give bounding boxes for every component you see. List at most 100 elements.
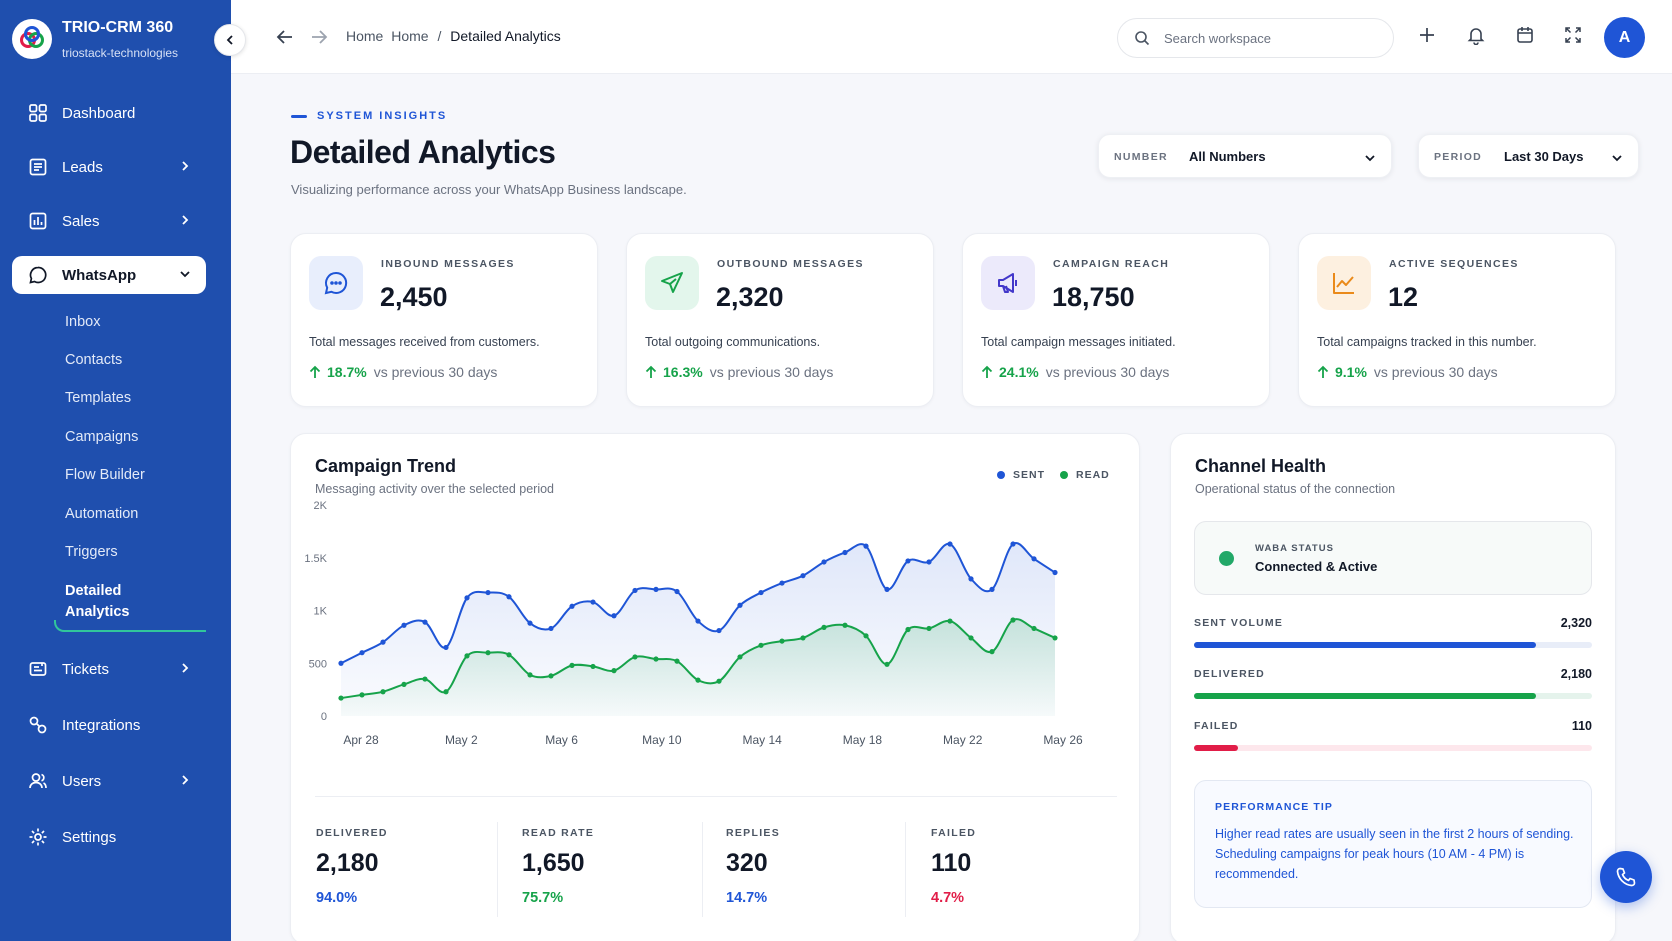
chart-subtitle: Messaging activity over the selected per… xyxy=(315,482,555,496)
sidebar-subitem-campaigns[interactable]: Campaigns xyxy=(65,429,139,445)
data-point-sent xyxy=(569,603,575,609)
data-point-read xyxy=(989,649,995,655)
sidebar-item-whatsapp[interactable]: WhatsApp xyxy=(12,256,206,294)
top-bar xyxy=(231,0,1672,74)
brand[interactable]: TRIO-CRM 360 triostack-technologies xyxy=(12,18,178,60)
chevron-right-icon xyxy=(182,663,189,673)
data-point-sent xyxy=(884,586,890,592)
y-tick-label: 2K xyxy=(314,500,328,512)
stat-card-inbound: INBOUND MESSAGES 2,450 Total messages re… xyxy=(290,233,598,407)
y-tick-label: 500 xyxy=(309,658,327,670)
fullscreen-icon[interactable] xyxy=(1563,25,1583,45)
data-point-read xyxy=(695,677,701,683)
sidebar-item-label: Settings xyxy=(62,828,117,846)
legend-read[interactable]: READ xyxy=(1060,469,1110,481)
data-point-sent xyxy=(359,650,365,656)
data-point-sent xyxy=(653,586,659,592)
stat-value: 12 xyxy=(1388,282,1419,312)
stat-trend: 24.1% vs previous 30 days xyxy=(981,364,1169,380)
kpi-percent: 75.7% xyxy=(522,890,564,906)
sidebar-item-sales[interactable]: Sales xyxy=(12,202,206,240)
data-point-read xyxy=(1052,635,1058,641)
tip-body: Higher read rates are usually seen in th… xyxy=(1215,827,1574,881)
series-area-read xyxy=(341,619,1055,716)
forward-arrow-icon[interactable] xyxy=(310,29,328,45)
sidebar-subitem-triggers[interactable]: Triggers xyxy=(65,544,118,560)
kpi-divider xyxy=(702,822,703,917)
data-point-read xyxy=(653,656,659,662)
data-point-sent xyxy=(800,573,806,579)
sidebar-subitem-inbox[interactable]: Inbox xyxy=(65,314,101,330)
sidebar-item-dashboard[interactable]: Dashboard xyxy=(12,94,206,132)
user-avatar[interactable]: A xyxy=(1604,17,1645,58)
data-point-read xyxy=(779,638,785,644)
data-point-sent xyxy=(905,558,911,564)
x-tick-label: May 2 xyxy=(445,733,478,747)
health-bar-label: FAILED xyxy=(1194,720,1239,732)
kpi-delivered: DELIVERED 2,180 94.0% xyxy=(316,827,388,906)
sidebar-subitem-automation[interactable]: Automation xyxy=(65,506,139,522)
sidebar-subitem-contacts[interactable]: Contacts xyxy=(65,352,123,368)
stat-label: OUTBOUND MESSAGES xyxy=(717,258,864,270)
stat-value: 18,750 xyxy=(1052,282,1135,312)
kpi-divider xyxy=(497,822,498,917)
breadcrumb-home[interactable]: Home xyxy=(346,28,384,44)
kpi-value: 1,650 xyxy=(522,849,585,877)
stat-trend-pct: 9.1% xyxy=(1335,364,1367,380)
data-point-sent xyxy=(1052,569,1058,576)
stat-trend-pct: 16.3% xyxy=(663,364,703,380)
data-point-sent xyxy=(590,599,596,605)
legend-dot-sent xyxy=(997,471,1005,479)
data-point-sent xyxy=(821,559,827,565)
data-point-sent xyxy=(632,587,638,594)
tip-title: PERFORMANCE TIP xyxy=(1215,801,1334,813)
search-input[interactable]: Search workspace xyxy=(1117,18,1394,58)
add-icon[interactable] xyxy=(1417,25,1437,45)
stat-trend-vs: vs previous 30 days xyxy=(1045,364,1170,380)
kpi-label: READ RATE xyxy=(522,827,595,839)
performance-tip: PERFORMANCE TIP Higher read rates are us… xyxy=(1194,780,1592,908)
data-point-sent xyxy=(611,613,617,619)
sidebar-item-tickets[interactable]: Tickets xyxy=(12,650,206,688)
sidebar-item-label: Integrations xyxy=(62,716,141,734)
back-arrow-icon[interactable] xyxy=(276,29,294,45)
number-select[interactable]: NUMBER All Numbers xyxy=(1098,134,1392,178)
sidebar-subitem-templates[interactable]: Templates xyxy=(65,390,132,406)
kpi-label: FAILED xyxy=(931,827,977,839)
legend-sent[interactable]: SENT xyxy=(997,469,1045,481)
x-tick-label: May 18 xyxy=(843,733,883,747)
data-point-read xyxy=(947,618,953,624)
sidebar-item-integrations[interactable]: Integrations xyxy=(12,706,206,744)
sidebar-item-users[interactable]: Users xyxy=(12,762,206,800)
breadcrumb-home-link[interactable]: Home xyxy=(391,28,429,44)
data-point-read xyxy=(968,635,974,641)
x-tick-label: May 26 xyxy=(1043,733,1083,747)
data-point-read xyxy=(926,625,932,632)
kpi-value: 110 xyxy=(931,849,972,877)
stat-description: Total outgoing communications. xyxy=(645,335,821,349)
kpi-value: 2,180 xyxy=(316,849,379,877)
link-icon xyxy=(26,713,50,737)
call-button[interactable] xyxy=(1600,851,1652,903)
period-select[interactable]: PERIOD Last 30 Days xyxy=(1418,134,1639,178)
kpi-read-rate: READ RATE 1,650 75.7% xyxy=(522,827,594,906)
sidebar-item-label: Users xyxy=(62,772,102,790)
data-point-sent xyxy=(779,580,785,586)
chevron-left-icon xyxy=(226,35,233,45)
data-point-sent xyxy=(989,586,995,592)
sidebar-item-settings[interactable]: Settings xyxy=(12,818,206,856)
data-point-read xyxy=(548,673,554,679)
sidebar-collapse-button[interactable] xyxy=(214,24,246,56)
health-bar-value: 110 xyxy=(1571,719,1592,733)
stat-card-campaign-reach: CAMPAIGN REACH 18,750 Total campaign mes… xyxy=(962,233,1270,407)
bell-icon[interactable] xyxy=(1466,25,1486,45)
chat-bubble-icon xyxy=(26,263,50,287)
sidebar-item-leads[interactable]: Leads xyxy=(12,148,206,186)
sidebar-subitem-detailed-analytics[interactable]: Detailed Analytics xyxy=(65,583,130,620)
data-point-sent xyxy=(506,594,512,600)
page-subtitle: Visualizing performance across your What… xyxy=(291,182,687,197)
data-point-read xyxy=(590,663,596,670)
calendar-icon[interactable] xyxy=(1515,25,1535,45)
sidebar-subitem-flow-builder[interactable]: Flow Builder xyxy=(65,467,145,483)
breadcrumb: Home Home / Detailed Analytics xyxy=(346,28,561,44)
